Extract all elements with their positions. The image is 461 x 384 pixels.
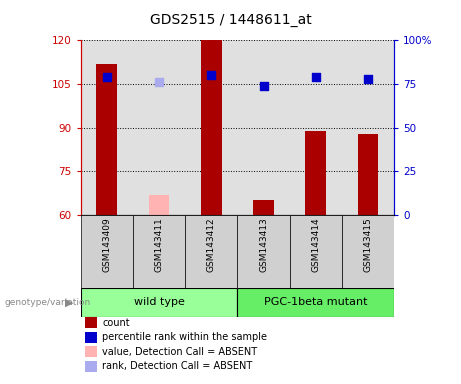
Point bbox=[364, 76, 372, 82]
Text: GSM143412: GSM143412 bbox=[207, 217, 216, 272]
Point bbox=[103, 74, 111, 80]
Text: rank, Detection Call = ABSENT: rank, Detection Call = ABSENT bbox=[102, 361, 253, 371]
Point bbox=[207, 72, 215, 78]
Text: GSM143413: GSM143413 bbox=[259, 217, 268, 272]
Text: GDS2515 / 1448611_at: GDS2515 / 1448611_at bbox=[150, 13, 311, 27]
Text: count: count bbox=[102, 318, 130, 328]
Point bbox=[260, 83, 267, 89]
Bar bbox=[148, 195, 170, 215]
Bar bbox=[358, 134, 378, 215]
Bar bbox=[96, 64, 117, 215]
Bar bbox=[81, 288, 237, 317]
Bar bbox=[133, 215, 185, 288]
Text: ▶: ▶ bbox=[65, 297, 74, 308]
Bar bbox=[305, 131, 326, 215]
Bar bbox=[253, 200, 274, 215]
Bar bbox=[201, 40, 222, 215]
Text: GSM143414: GSM143414 bbox=[311, 217, 320, 272]
Text: PGC-1beta mutant: PGC-1beta mutant bbox=[264, 297, 367, 308]
Bar bbox=[237, 215, 290, 288]
Bar bbox=[185, 215, 237, 288]
Bar bbox=[342, 215, 394, 288]
Text: wild type: wild type bbox=[134, 297, 184, 308]
Bar bbox=[81, 215, 133, 288]
Text: percentile rank within the sample: percentile rank within the sample bbox=[102, 332, 267, 342]
Text: value, Detection Call = ABSENT: value, Detection Call = ABSENT bbox=[102, 347, 257, 357]
Text: genotype/variation: genotype/variation bbox=[5, 298, 91, 307]
Text: GSM143409: GSM143409 bbox=[102, 217, 111, 272]
Text: GSM143411: GSM143411 bbox=[154, 217, 164, 272]
Bar bbox=[290, 215, 342, 288]
Point bbox=[312, 74, 319, 80]
Text: GSM143415: GSM143415 bbox=[364, 217, 372, 272]
Bar bbox=[237, 288, 394, 317]
Point bbox=[155, 79, 163, 85]
